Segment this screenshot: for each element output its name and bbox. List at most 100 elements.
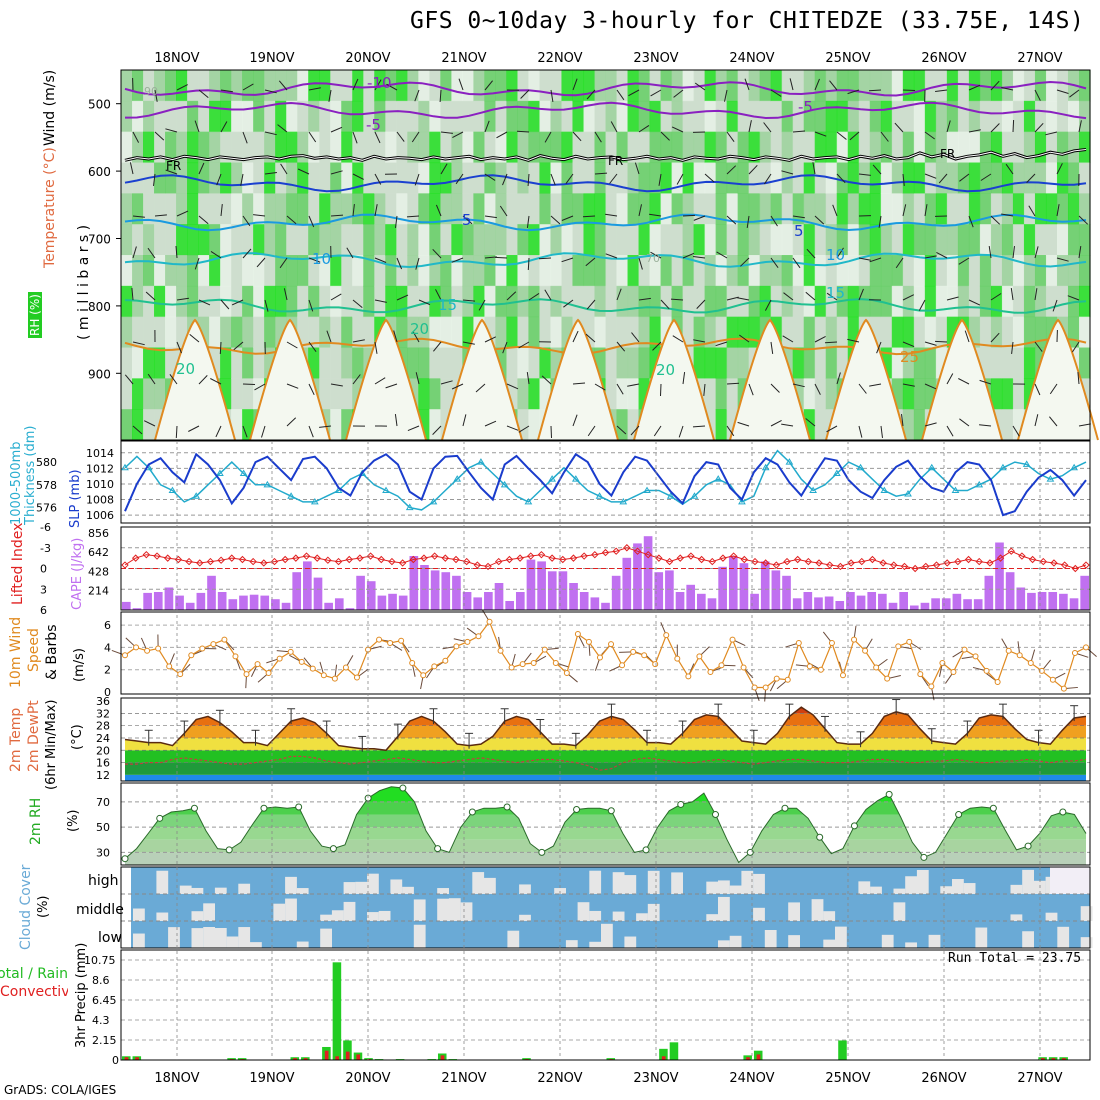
li-point: [858, 557, 866, 566]
upper-wind-barb: [145, 291, 156, 301]
rh-cell: [605, 224, 618, 256]
rh-cell: [715, 162, 728, 194]
upper-wind-barb: [175, 245, 178, 259]
rh-cell: [143, 70, 155, 102]
rh-cell: [924, 70, 937, 102]
upper-wind-barb: [439, 89, 442, 103]
upper-wind-barb: [561, 257, 574, 263]
upper-wind-barb: [968, 84, 981, 91]
convective-bar: [746, 1057, 750, 1060]
cape-bar: [558, 571, 568, 610]
upper-wind-barb: [836, 372, 841, 385]
rh-cell: [363, 162, 375, 194]
upper-wind-barb: [1005, 163, 1014, 175]
rh-cell: [913, 70, 926, 102]
li-point: [911, 564, 919, 573]
rh-cell: [726, 224, 739, 256]
li-point: [996, 554, 1005, 562]
rh-cell: [352, 70, 364, 102]
rh-cell: [275, 255, 287, 287]
upper-wind-barb: [660, 131, 670, 141]
rh-cell: [671, 285, 684, 318]
contour-label-10b: 10: [826, 246, 845, 264]
cloud-cell: [729, 935, 742, 948]
upper-wind-barb: [210, 250, 222, 259]
rh-cell: [594, 70, 607, 102]
rh-cell: [352, 285, 364, 318]
cloud-cell: [1080, 937, 1093, 948]
label-temp-units: (°C): [70, 724, 85, 750]
upper-wind-barb: [792, 257, 801, 269]
cross-section-frame: [120, 69, 1091, 441]
rh-cell: [1034, 255, 1047, 287]
upper-wind-barb: [980, 173, 992, 181]
rh-cell: [528, 378, 541, 410]
wind-speed-point: [729, 636, 736, 643]
li-point: [1028, 555, 1037, 564]
cloud-cell: [203, 926, 215, 948]
rh-cell: [154, 131, 166, 164]
li-point: [655, 554, 663, 562]
rh-cell: [924, 193, 937, 225]
rh-cell: [781, 224, 794, 256]
cape-bar: [547, 571, 557, 610]
cloud-cell: [764, 929, 777, 948]
rh-cell: [671, 131, 684, 164]
label-middle: middle: [76, 902, 124, 918]
upper-wind-barb: [407, 425, 420, 432]
thickness-point: [263, 480, 272, 488]
thickness-point: [856, 463, 865, 471]
rh-cell: [902, 347, 915, 379]
li-point: [420, 554, 428, 562]
date-label-bottom: 23NOV: [633, 1071, 678, 1086]
rh-cell: [330, 378, 342, 410]
upper-wind-barb: [1045, 131, 1058, 136]
cape-bar: [963, 599, 972, 610]
upper-wind-barb: [455, 173, 464, 185]
label-barbs: & Barbs: [44, 624, 60, 681]
upper-wind-barb: [169, 374, 178, 385]
rh-cell: [176, 100, 188, 133]
convective-bar: [756, 1054, 761, 1060]
rh-cell: [242, 70, 254, 102]
upper-wind-barb: [696, 299, 706, 309]
upper-wind-barb: [902, 204, 907, 217]
cape-bar: [515, 592, 525, 610]
rh-cell: [374, 224, 386, 256]
rh-cell: [858, 285, 871, 318]
rh-cell: [330, 193, 342, 225]
upper-wind-barb: [506, 383, 519, 390]
rh-cell: [1034, 316, 1047, 349]
slp-tick: 1010: [86, 478, 114, 491]
cape-bar: [888, 602, 898, 610]
upper-wind-barb: [220, 89, 233, 93]
rh-cell: [726, 131, 739, 164]
rh-cell: [968, 224, 981, 256]
rh-cell: [528, 100, 541, 133]
rh-tick: 30: [96, 846, 110, 859]
rh-cell: [473, 224, 485, 256]
cloud-cell: [811, 899, 824, 921]
rh-cell: [165, 162, 177, 194]
convective-bar: [324, 1050, 329, 1060]
rh-cell: [473, 162, 485, 194]
thickness-point: [168, 486, 177, 494]
rh-cell: [913, 316, 926, 349]
cape-bar: [228, 599, 238, 610]
rh-cell: [1045, 131, 1058, 164]
rh-cell: [825, 316, 838, 349]
cape-bar: [856, 595, 866, 610]
cape-bar: [537, 561, 546, 610]
rh-cell: [253, 224, 265, 256]
rh-cell: [143, 409, 155, 441]
rh-cell: [297, 162, 309, 194]
rh-cell: [220, 100, 232, 133]
rh-point: [121, 855, 129, 863]
upper-wind-barb: [520, 89, 530, 99]
rh-cell: [385, 255, 397, 287]
cape-bar: [281, 602, 291, 610]
wind-speed-point: [133, 644, 140, 651]
rh-cell: [341, 255, 353, 287]
rh-cell: [704, 316, 717, 349]
